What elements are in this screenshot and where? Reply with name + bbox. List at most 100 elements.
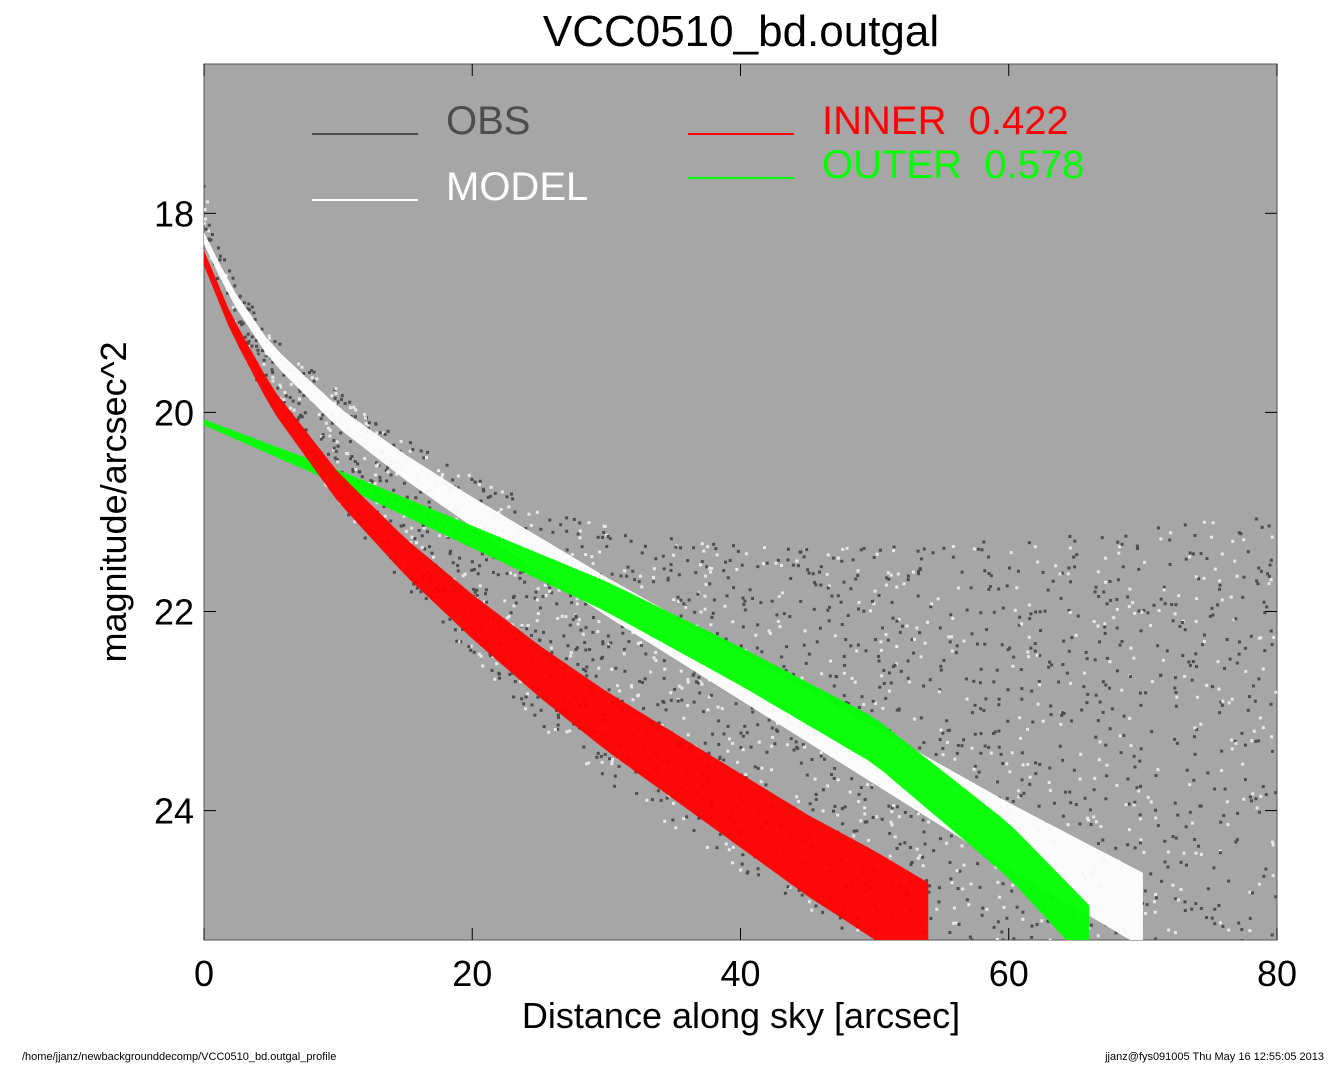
obs-point	[1227, 928, 1231, 932]
obs-point	[722, 569, 726, 573]
obs-point	[950, 649, 954, 653]
obs-point	[1157, 965, 1160, 968]
obs-point	[591, 616, 595, 620]
obs-point	[1027, 635, 1031, 639]
obs-point	[1105, 656, 1109, 660]
obs-point	[568, 729, 572, 733]
obs-point	[965, 898, 969, 902]
obs-point	[722, 732, 726, 736]
obs-point	[493, 491, 497, 495]
obs-point	[877, 654, 881, 658]
obs-point	[1061, 1002, 1064, 1005]
obs-point	[1129, 960, 1132, 963]
obs-point	[891, 549, 895, 553]
obs-point	[297, 415, 301, 419]
obs-point	[1191, 1009, 1194, 1012]
obs-point	[987, 572, 991, 576]
obs-point	[832, 809, 836, 813]
obs-point	[484, 592, 488, 596]
obs-point	[700, 560, 704, 564]
obs-point	[564, 615, 568, 619]
obs-point	[419, 590, 423, 594]
obs-point	[995, 937, 999, 940]
obs-point	[1068, 611, 1072, 615]
obs-point	[1188, 555, 1192, 559]
obs-point	[1173, 931, 1177, 935]
obs-point	[1266, 572, 1270, 576]
obs-point	[1079, 752, 1083, 756]
obs-point	[1269, 629, 1273, 633]
obs-point	[669, 568, 673, 572]
obs-point	[1019, 794, 1023, 798]
obs-point	[782, 665, 786, 669]
obs-point	[873, 638, 877, 642]
obs-point	[662, 659, 666, 663]
obs-point	[813, 581, 817, 585]
obs-point	[956, 743, 960, 747]
obs-point	[1269, 702, 1273, 706]
obs-point	[1194, 652, 1198, 656]
obs-point	[288, 406, 292, 410]
obs-point	[1188, 551, 1192, 555]
obs-point	[582, 667, 586, 671]
obs-point	[1029, 612, 1033, 616]
obs-point	[1259, 569, 1263, 573]
obs-point	[615, 684, 619, 688]
obs-point	[596, 751, 600, 755]
obs-point	[548, 586, 552, 590]
obs-point	[641, 706, 645, 710]
obs-point	[740, 563, 744, 567]
obs-point	[842, 580, 846, 584]
obs-point	[1212, 866, 1216, 870]
obs-point	[1010, 889, 1014, 893]
obs-point	[629, 539, 633, 543]
obs-point	[623, 569, 627, 573]
obs-point	[756, 623, 760, 627]
obs-point	[335, 440, 339, 444]
obs-point	[1020, 697, 1024, 701]
obs-point	[686, 703, 690, 707]
obs-point	[1067, 566, 1071, 570]
obs-point	[1031, 996, 1034, 999]
obs-point	[1199, 722, 1203, 726]
obs-point	[282, 400, 286, 404]
obs-point	[1004, 945, 1007, 948]
obs-point	[595, 755, 599, 759]
obs-point	[890, 823, 894, 827]
obs-point	[1254, 797, 1258, 801]
obs-point	[1002, 905, 1006, 909]
obs-point	[765, 561, 769, 565]
obs-point	[741, 748, 745, 752]
obs-point	[1059, 722, 1063, 726]
obs-point	[776, 558, 780, 562]
obs-point	[995, 668, 999, 672]
obs-point	[343, 402, 347, 406]
obs-point	[890, 806, 894, 810]
obs-point	[1257, 636, 1261, 640]
obs-point	[640, 551, 644, 555]
obs-point	[330, 394, 334, 398]
obs-point	[970, 938, 974, 940]
obs-point	[509, 492, 513, 496]
obs-point	[864, 649, 868, 653]
obs-point	[636, 641, 640, 645]
obs-point	[880, 674, 884, 678]
obs-point	[459, 640, 463, 644]
obs-point	[1126, 843, 1130, 847]
obs-point	[1068, 546, 1072, 550]
obs-point	[1271, 874, 1275, 878]
obs-point	[954, 651, 958, 655]
obs-point	[743, 724, 747, 728]
obs-point	[1052, 801, 1056, 805]
obs-point	[1135, 544, 1139, 548]
obs-point	[676, 699, 680, 703]
obs-point	[324, 421, 328, 425]
obs-point	[250, 344, 254, 348]
obs-point	[897, 708, 901, 712]
obs-point	[933, 950, 936, 953]
obs-point	[891, 665, 895, 669]
obs-point	[1152, 1011, 1155, 1014]
obs-point	[1270, 1038, 1273, 1041]
obs-point	[780, 563, 784, 567]
obs-point	[297, 402, 301, 406]
